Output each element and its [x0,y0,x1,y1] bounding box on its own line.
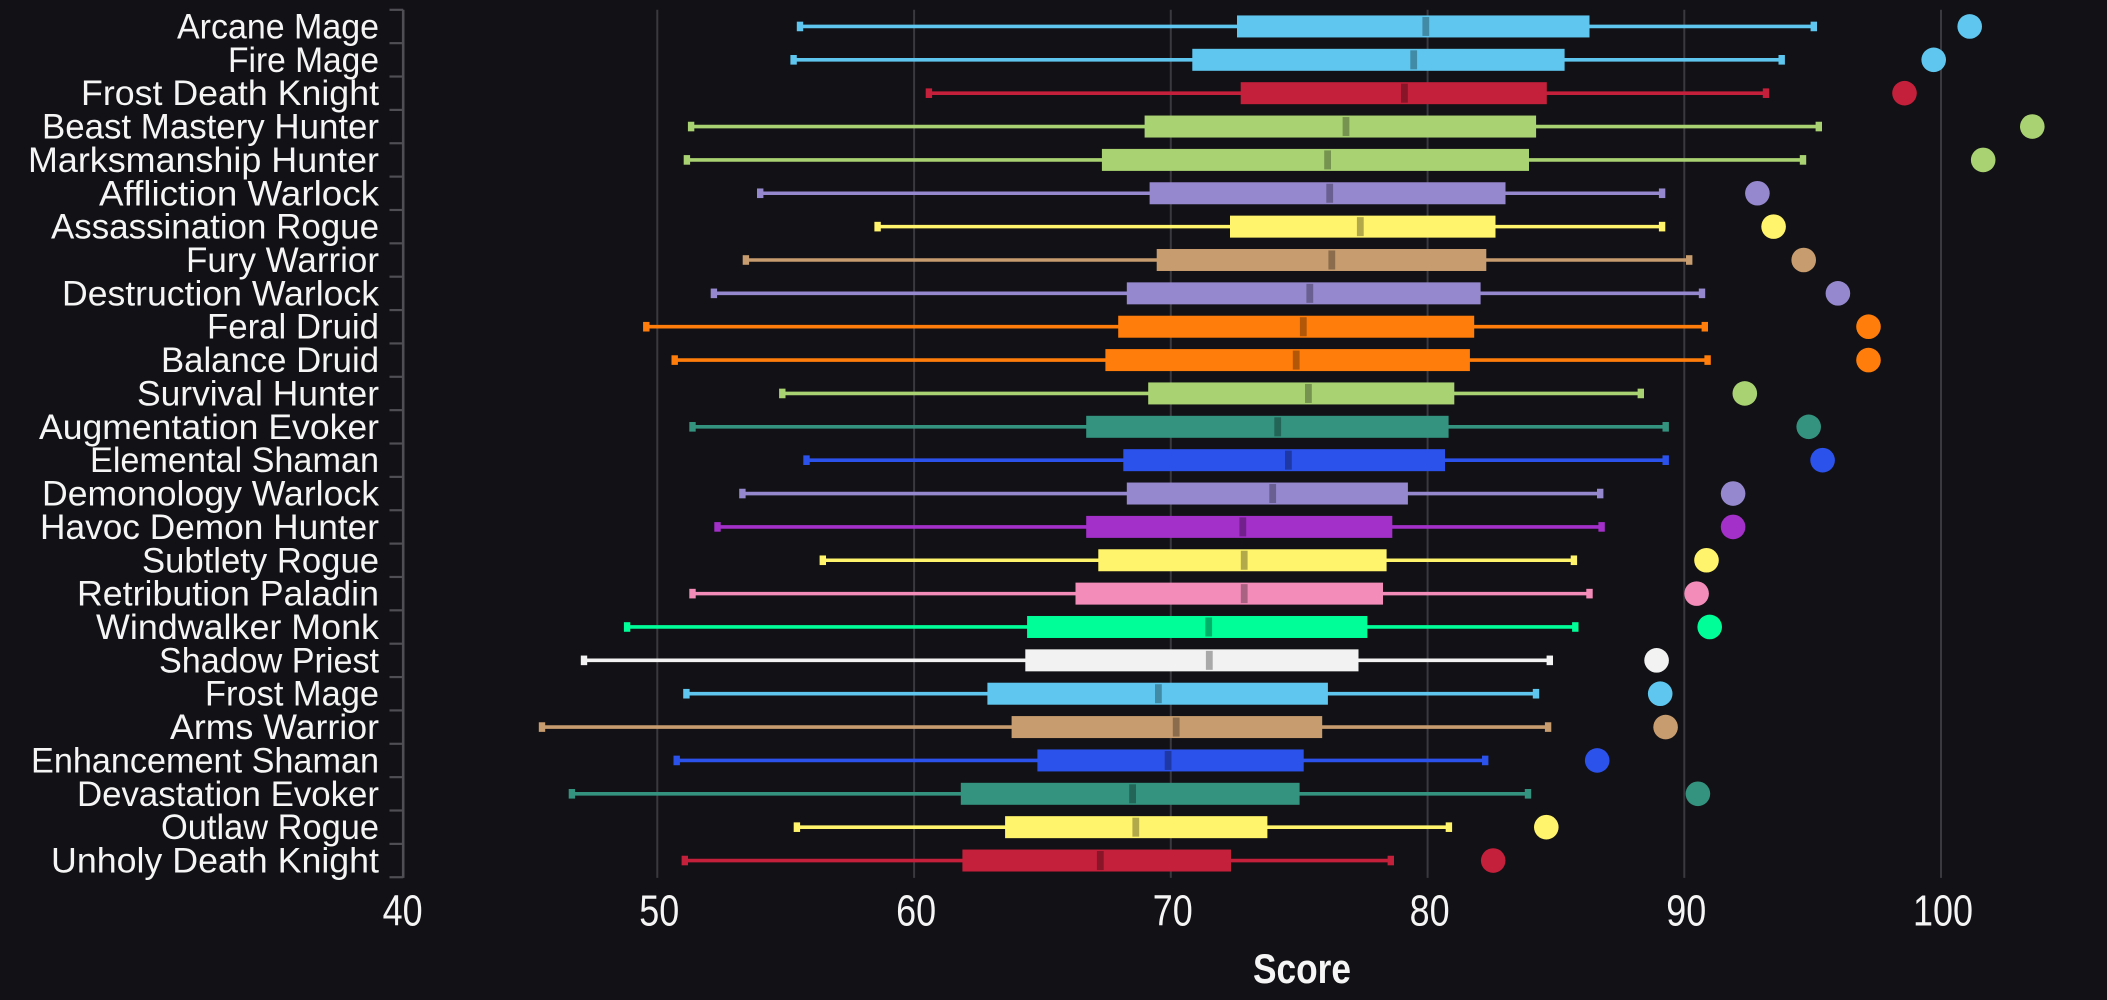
svg-text:40: 40 [383,887,423,936]
svg-text:Beast Mastery Hunter: Beast Mastery Hunter [42,108,379,147]
svg-text:Frost Death Knight: Frost Death Knight [81,74,379,113]
svg-text:Survival Hunter: Survival Hunter [137,374,379,413]
svg-text:Fury Warrior: Fury Warrior [186,241,379,280]
svg-text:Balance Druid: Balance Druid [161,341,379,380]
svg-text:Arcane Mage: Arcane Mage [177,7,379,46]
svg-text:Assassination Rogue: Assassination Rogue [51,208,379,247]
svg-text:Retribution Paladin: Retribution Paladin [77,575,379,614]
svg-text:80: 80 [1410,887,1450,936]
svg-text:Havoc Demon Hunter: Havoc Demon Hunter [40,508,379,547]
svg-text:100: 100 [1913,887,1973,936]
svg-text:Frost Mage: Frost Mage [205,675,379,714]
svg-text:Score: Score [1253,945,1351,992]
svg-text:Unholy Death Knight: Unholy Death Knight [51,842,379,881]
svg-text:Augmentation Evoker: Augmentation Evoker [39,408,379,447]
svg-text:Affliction Warlock: Affliction Warlock [99,174,380,213]
svg-text:Windwalker Monk: Windwalker Monk [96,608,379,647]
svg-text:Shadow Priest: Shadow Priest [159,641,379,680]
svg-text:Marksmanship Hunter: Marksmanship Hunter [28,141,379,180]
svg-text:Enhancement Shaman: Enhancement Shaman [31,741,379,780]
svg-text:Destruction Warlock: Destruction Warlock [62,274,380,313]
svg-text:Outlaw Rogue: Outlaw Rogue [161,808,379,847]
svg-text:Devastation Evoker: Devastation Evoker [77,775,379,814]
svg-text:Subtlety Rogue: Subtlety Rogue [142,541,379,580]
svg-text:Elemental Shaman: Elemental Shaman [90,441,379,480]
svg-text:90: 90 [1666,887,1706,936]
svg-text:50: 50 [639,887,679,936]
svg-text:Demonology Warlock: Demonology Warlock [42,475,380,514]
svg-text:70: 70 [1153,887,1193,936]
svg-text:60: 60 [896,887,936,936]
svg-text:Feral Druid: Feral Druid [207,308,379,347]
svg-text:Fire Mage: Fire Mage [228,41,379,80]
svg-text:Arms Warrior: Arms Warrior [170,708,379,747]
